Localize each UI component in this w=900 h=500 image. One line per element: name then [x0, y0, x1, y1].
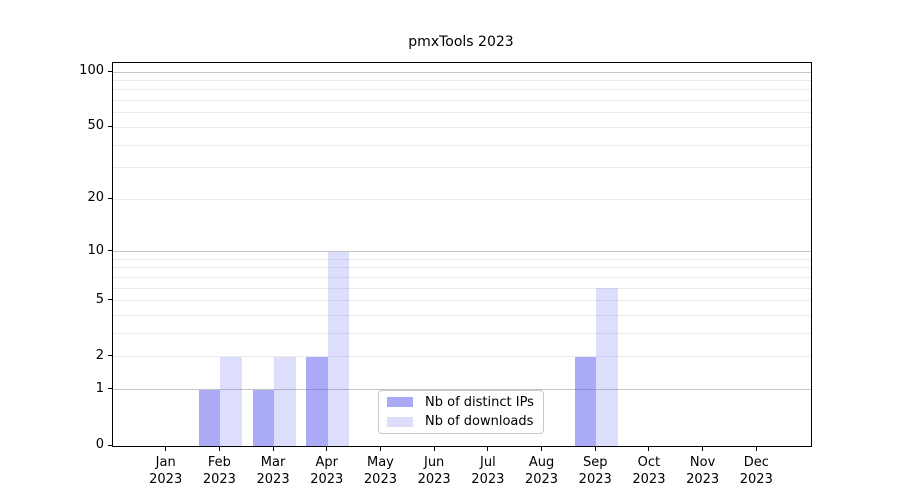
gridline-minor [113, 356, 811, 358]
x-axis-tick [755, 446, 757, 451]
bar-distinct-ips [198, 389, 221, 446]
gridline-minor [113, 100, 811, 102]
x-tick-label: Feb 2023 [202, 455, 236, 487]
x-axis-tick [165, 446, 167, 451]
gridline-minor [113, 198, 811, 200]
y-axis-tick [108, 444, 112, 446]
x-tick-label: Aug 2023 [524, 455, 559, 487]
x-tick-label: Jun 2023 [417, 455, 451, 487]
y-axis-tick [108, 299, 112, 301]
bar-downloads [327, 251, 350, 446]
y-axis-tick [108, 388, 112, 390]
gridline-minor [113, 267, 811, 269]
y-axis-tick [108, 355, 112, 357]
x-tick-label: May 2023 [363, 455, 397, 487]
gridline-minor [113, 167, 811, 169]
x-tick-label: Mar 2023 [256, 455, 290, 487]
gridline-minor [113, 258, 811, 260]
x-axis-tick [487, 446, 489, 451]
gridline-minor [113, 80, 811, 82]
x-tick-label: Jul 2023 [471, 455, 505, 487]
y-tick-label: 20 [87, 190, 104, 206]
x-axis-tick [541, 446, 543, 451]
y-tick-label: 10 [87, 242, 104, 258]
x-axis-tick [272, 446, 274, 451]
plot-area: Nb of distinct IPs Nb of downloads [112, 62, 812, 447]
gridline-minor [113, 144, 811, 146]
gridline-minor [113, 300, 811, 302]
y-axis-tick [108, 70, 112, 72]
x-tick-label: Dec 2023 [739, 455, 773, 487]
bar-downloads [220, 356, 242, 446]
gridline-minor [113, 287, 811, 289]
gridline-minor [113, 333, 811, 335]
legend-item-distinct-ips: Nb of distinct IPs [387, 394, 535, 411]
legend-swatch-downloads [387, 416, 413, 427]
y-axis-tick [108, 125, 112, 127]
x-axis-tick [702, 446, 704, 451]
x-axis-tick [326, 446, 328, 451]
y-tick-label: 5 [95, 291, 104, 307]
gridline-minor [113, 315, 811, 317]
bar-downloads [274, 356, 296, 446]
x-axis-tick [433, 446, 435, 451]
legend-swatch-distinct-ips [387, 397, 413, 408]
gridline-minor [113, 277, 811, 279]
x-tick-label: Nov 2023 [686, 455, 720, 487]
gridline-minor [113, 126, 811, 128]
x-tick-label: Apr 2023 [310, 455, 344, 487]
y-tick-label: 0 [95, 437, 104, 452]
x-axis-tick [218, 446, 220, 451]
y-axis-tick [108, 250, 112, 252]
x-axis-tick [379, 446, 381, 451]
legend-label-distinct-ips: Nb of distinct IPs [425, 394, 534, 410]
y-axis-tick [108, 197, 112, 199]
chart-title: pmxTools 2023 [408, 34, 514, 50]
y-tick-label: 50 [87, 118, 104, 134]
bar-distinct-ips [252, 389, 275, 446]
gridline-major [113, 71, 811, 73]
x-tick-label: Oct 2023 [632, 455, 666, 487]
gridline-minor [113, 89, 811, 91]
gridline-major [113, 251, 811, 253]
legend-item-downloads: Nb of downloads [387, 414, 535, 431]
x-tick-label: Jan 2023 [149, 455, 183, 487]
x-tick-label: Sep 2023 [578, 455, 612, 487]
y-tick-label: 2 [95, 347, 104, 363]
bar-downloads [596, 288, 618, 446]
y-tick-label: 100 [79, 63, 104, 79]
legend: Nb of distinct IPs Nb of downloads [378, 390, 544, 434]
y-tick-label: 1 [95, 380, 104, 396]
gridline-minor [113, 112, 811, 114]
bar-distinct-ips [306, 356, 328, 446]
x-axis-tick [648, 446, 650, 451]
bar-distinct-ips [574, 356, 597, 446]
gridline-major [113, 389, 811, 391]
legend-label-downloads: Nb of downloads [425, 414, 534, 430]
x-axis-tick [594, 446, 596, 451]
